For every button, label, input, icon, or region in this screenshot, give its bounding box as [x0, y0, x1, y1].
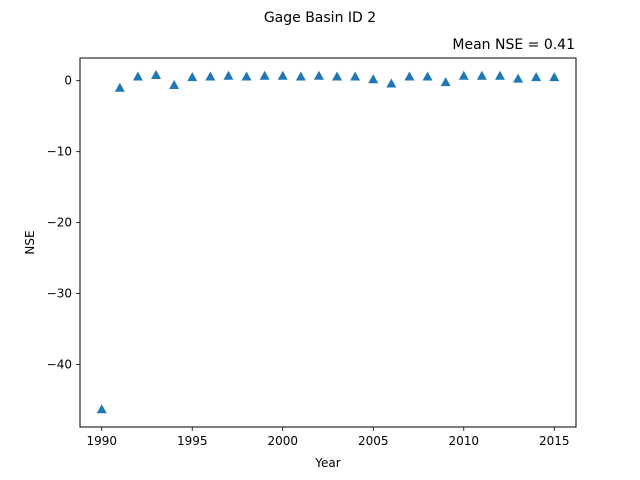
chart-subtitle-mean-nse: Mean NSE = 0.41	[452, 37, 575, 53]
data-point-triangle	[440, 77, 451, 87]
data-point-triangle	[368, 74, 379, 84]
y-tick-label: −20	[47, 216, 72, 230]
data-point-triangle	[386, 78, 397, 88]
data-point-triangle	[114, 82, 125, 92]
y-tick-label: −10	[47, 145, 72, 159]
x-axis-label: Year	[314, 456, 340, 470]
data-point-triangle	[295, 71, 306, 81]
y-tick-label: 0	[64, 74, 72, 88]
data-point-triangle	[513, 73, 524, 83]
data-point-triangle	[350, 71, 361, 81]
data-point-triangle	[476, 70, 487, 80]
x-tick-label: 2005	[358, 434, 389, 448]
y-axis-label: NSE	[23, 230, 37, 254]
data-point-triangle	[422, 71, 433, 81]
chart-title: Gage Basin ID 2	[264, 10, 376, 26]
data-point-triangle	[549, 72, 560, 82]
plot-frame	[79, 57, 577, 428]
x-tick-label: 2000	[267, 434, 298, 448]
data-point-triangle	[277, 70, 288, 80]
data-point-triangle	[332, 71, 343, 81]
data-point-triangle	[169, 79, 180, 89]
data-point-triangle	[151, 70, 162, 80]
data-point-triangle	[531, 72, 542, 82]
data-point-triangle	[96, 404, 107, 414]
data-point-triangle	[205, 71, 216, 81]
data-point-triangle	[241, 71, 252, 81]
data-point-triangle	[494, 70, 505, 80]
data-point-triangle	[223, 70, 234, 80]
data-point-triangle	[458, 70, 469, 80]
data-point-triangle	[313, 70, 324, 80]
y-axis-ticks: 0 −10 −20 −30 −40	[47, 74, 80, 372]
x-tick-label: 2010	[448, 434, 479, 448]
y-tick-label: −30	[47, 287, 72, 301]
x-tick-label: 1990	[86, 434, 117, 448]
data-point-triangle	[187, 72, 198, 82]
data-point-triangle	[259, 70, 270, 80]
data-point-triangle	[404, 71, 415, 81]
data-points	[96, 70, 560, 414]
x-tick-label: 2015	[539, 434, 570, 448]
data-point-triangle	[132, 71, 143, 81]
x-tick-label: 1995	[177, 434, 208, 448]
x-axis-ticks: 1990 1995 2000 2005 2010 2015	[86, 427, 570, 448]
y-tick-label: −40	[47, 358, 72, 372]
